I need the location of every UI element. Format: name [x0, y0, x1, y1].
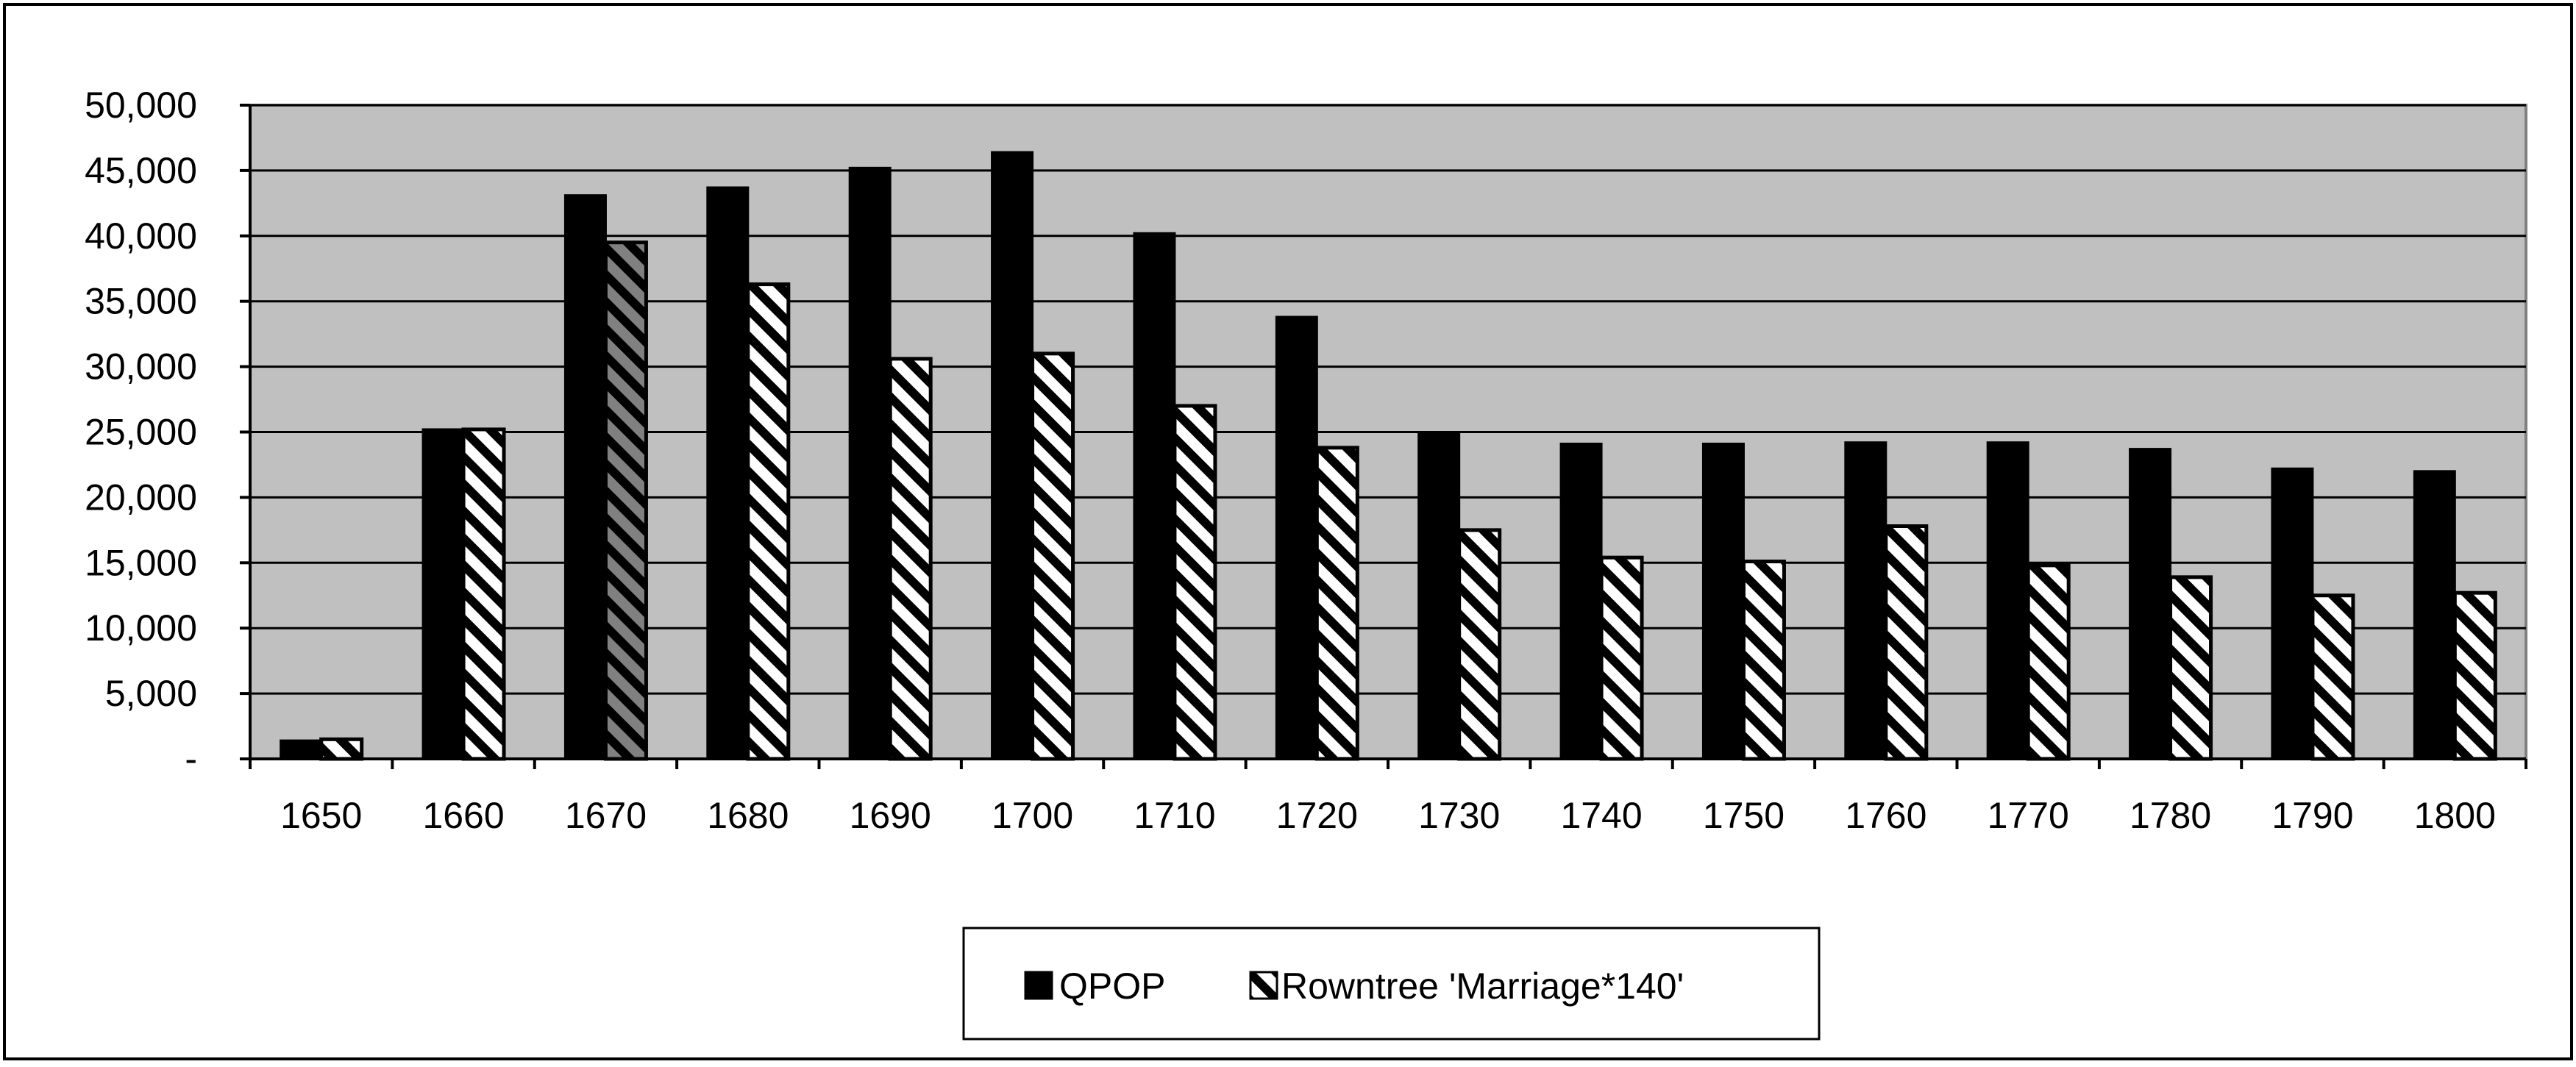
bar-qpop-1730 — [1417, 432, 1461, 760]
bar-rowntree-1720 — [1314, 446, 1359, 761]
bar-qpop-1670 — [563, 194, 607, 760]
bar-qpop-1780 — [2129, 448, 2172, 760]
bar-qpop-1650 — [280, 739, 323, 760]
y-tick-label: 25,000 — [85, 412, 197, 453]
x-tick-label: 1680 — [707, 795, 789, 836]
x-tick-label: 1800 — [2414, 795, 2496, 836]
x-tick-label: 1660 — [422, 795, 504, 836]
x-tick-label: 1690 — [850, 795, 931, 836]
bar-rowntree-1770 — [2026, 563, 2071, 761]
y-tick-label: 30,000 — [85, 346, 197, 388]
y-tick-labels: - 5,000 10,000 15,000 20,000 25,000 30,000 35,0… — [85, 85, 197, 779]
bar-rowntree-1740 — [1599, 555, 1644, 761]
y-tick-label: - — [185, 738, 197, 779]
x-tick-label: 1780 — [2130, 795, 2211, 836]
bar-qpop-1680 — [706, 186, 750, 760]
y-tick-label: 20,000 — [85, 477, 197, 518]
bar-qpop-1660 — [421, 428, 465, 760]
y-tick-label: 5,000 — [105, 673, 197, 714]
x-tick-label: 1700 — [992, 795, 1073, 836]
bar-rowntree-1780 — [2168, 575, 2213, 761]
legend-label-qpop: QPOP — [1059, 966, 1165, 1007]
legend-swatch-rowntree — [1249, 971, 1278, 1000]
bars — [280, 151, 2497, 761]
x-tick-label: 1720 — [1276, 795, 1358, 836]
bar-rowntree-1680 — [746, 282, 791, 761]
bar-qpop-1770 — [1986, 441, 2029, 760]
bar-rowntree-1790 — [2310, 593, 2355, 761]
x-tick-label: 1760 — [1845, 795, 1926, 836]
bar-qpop-1700 — [991, 151, 1034, 760]
bar-qpop-1740 — [1559, 443, 1603, 760]
bar-rowntree-1660 — [461, 427, 506, 761]
bar-qpop-1800 — [2413, 470, 2456, 760]
x-tick-label: 1790 — [2271, 795, 2353, 836]
x-tick-label: 1740 — [1560, 795, 1642, 836]
bar-qpop-1760 — [1844, 441, 1887, 760]
legend-box — [962, 927, 1821, 1041]
bar-rowntree-1700 — [1031, 351, 1075, 761]
bar-rowntree-1710 — [1173, 404, 1217, 761]
bar-rowntree-1730 — [1457, 528, 1502, 761]
bar-rowntree-1760 — [1884, 524, 1929, 761]
bar-rowntree-1670 — [603, 240, 648, 761]
legend-swatch-qpop — [1024, 971, 1053, 1000]
x-tick-label: 1750 — [1703, 795, 1785, 836]
y-tick-label: 35,000 — [85, 281, 197, 322]
x-tick-labels: 1650 1660 1670 1680 1690 1700 1710 1720 1730 1740… — [280, 795, 2496, 836]
legend: QPOP Rowntree 'Marriage*140' — [962, 927, 1821, 1041]
x-tick-label: 1670 — [565, 795, 647, 836]
bar-rowntree-1750 — [1741, 560, 1786, 761]
x-tick-label: 1770 — [1988, 795, 2069, 836]
bar-rowntree-1650 — [319, 737, 364, 761]
axes — [240, 104, 2527, 769]
y-tick-label: 50,000 — [85, 85, 197, 126]
bar-qpop-1790 — [2271, 467, 2314, 760]
x-tick-label: 1730 — [1418, 795, 1500, 836]
bar-rowntree-1690 — [888, 357, 933, 761]
legend-label-rowntree: Rowntree 'Marriage*140' — [1281, 966, 1684, 1007]
x-tick-label: 1650 — [280, 795, 362, 836]
y-tick-label: 15,000 — [85, 542, 197, 583]
bar-qpop-1750 — [1701, 443, 1745, 760]
y-tick-label: 10,000 — [85, 607, 197, 649]
bar-rowntree-1800 — [2452, 590, 2497, 761]
y-tick-label: 45,000 — [85, 150, 197, 191]
bar-qpop-1710 — [1133, 232, 1176, 760]
y-tick-label: 40,000 — [85, 215, 197, 257]
x-tick-label: 1710 — [1134, 795, 1215, 836]
bar-qpop-1720 — [1275, 315, 1318, 760]
bar-qpop-1690 — [848, 166, 892, 760]
